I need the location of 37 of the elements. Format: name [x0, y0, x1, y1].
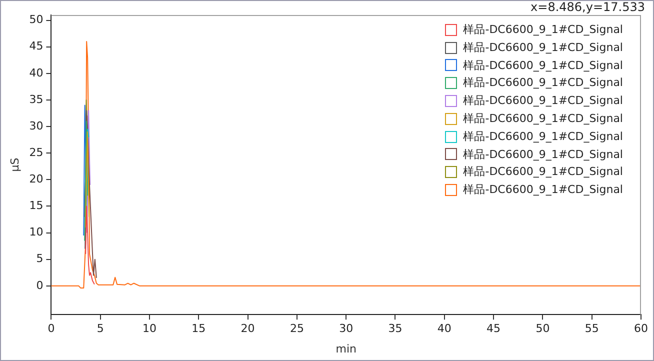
x-tick-label: 20: [240, 322, 255, 336]
y-tick-label: 5: [36, 252, 44, 266]
legend-label: 样品-DC6600_9_1#CD_Signal: [463, 110, 623, 127]
y-tick-label: 10: [29, 226, 44, 239]
x-tick-label: 25: [290, 322, 304, 336]
y-tick-label: 20: [29, 172, 44, 186]
y-tick-label: 25: [29, 146, 44, 159]
y-tick-label: 35: [29, 92, 44, 106]
y-tick-label: 45: [29, 40, 44, 53]
x-tick-label: 60: [634, 322, 648, 336]
x-tick-label: 30: [339, 322, 354, 336]
x-axis-title: min: [336, 342, 356, 356]
x-tick-label: 45: [486, 322, 501, 336]
legend-label: 样品-DC6600_9_1#CD_Signal: [463, 75, 623, 92]
legend-label: 样品-DC6600_9_1#CD_Signal: [463, 58, 623, 74]
x-tick-label: 15: [192, 322, 206, 336]
legend-label: 样品-DC6600_9_1#CD_Signal: [463, 93, 623, 110]
x-tick-label: 10: [142, 322, 156, 336]
x-tick-label: 5: [96, 322, 104, 336]
legend-label: 样品-DC6600_9_1#CD_Signal: [463, 40, 623, 56]
legend-label: 样品-DC6600_9_1#CD_Signal: [463, 164, 623, 180]
y-tick-label: 40: [29, 66, 44, 80]
y-axis-title: μS: [8, 158, 22, 172]
legend-label: 样品-DC6600_9_1#CD_Signal: [463, 22, 623, 38]
legend-label: 样品-DC6600_9_1#CD_Signal: [463, 146, 623, 163]
y-tick-label: 15: [29, 199, 44, 212]
x-tick-label: 40: [437, 322, 452, 336]
legend-label: 样品-DC6600_9_1#CD_Signal: [463, 182, 623, 198]
x-tick-label: 50: [536, 322, 550, 336]
x-tick-label: 35: [388, 322, 402, 336]
x-tick-label: 55: [584, 322, 599, 336]
y-tick-label: 30: [29, 119, 44, 132]
text: x=8.486,y=17.533: [530, 0, 645, 14]
y-tick-label: 0: [36, 278, 44, 292]
x-tick-label: 0: [48, 322, 55, 336]
y-tick-label: 50: [29, 13, 44, 26]
legend-label: 样品-DC6600_9_1#CD_Signal: [463, 128, 623, 145]
